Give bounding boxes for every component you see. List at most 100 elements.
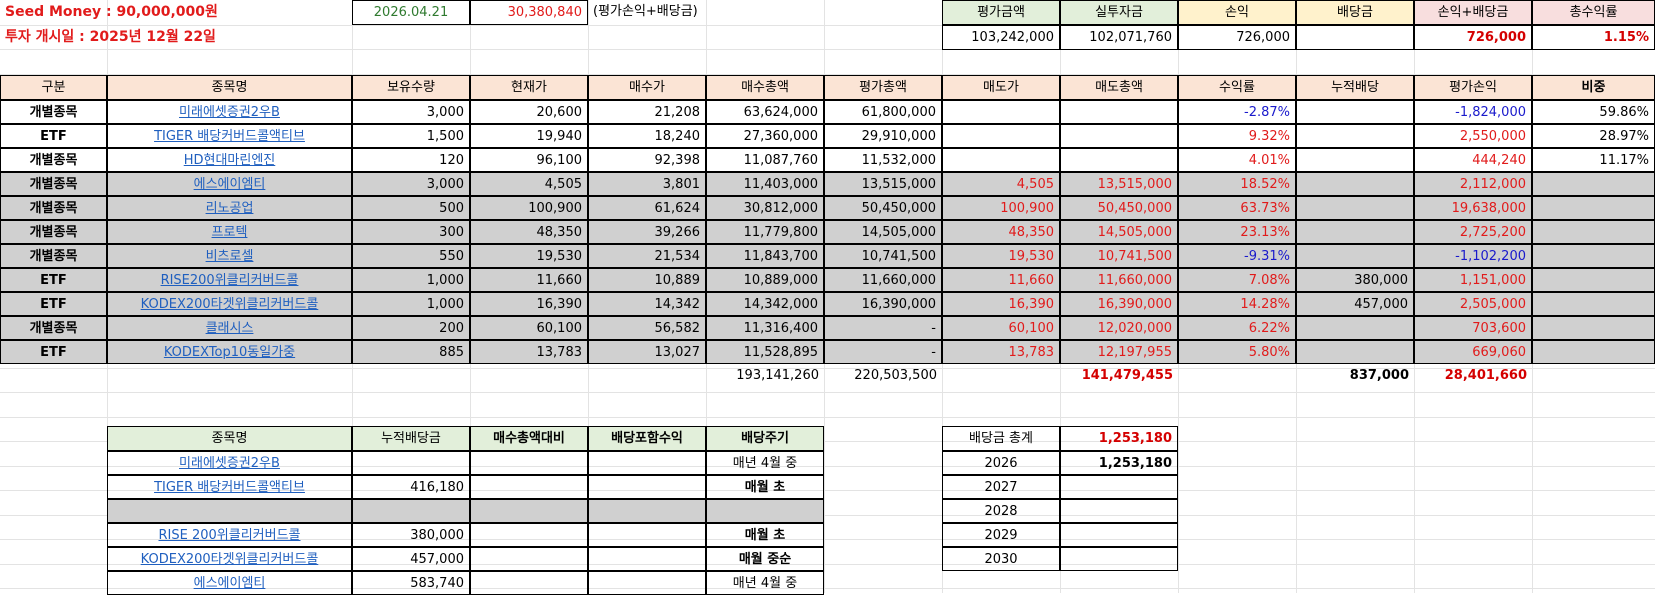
year-amount-cell[interactable]: 1,253,180 — [1060, 451, 1178, 475]
table-cell[interactable]: 2,505,000 — [1414, 292, 1532, 316]
table-cell[interactable]: -1,824,000 — [1414, 100, 1532, 124]
table-cell[interactable]: 18.52% — [1178, 172, 1296, 196]
table-cell[interactable]: 92,398 — [588, 148, 706, 172]
table-cell[interactable]: - — [824, 340, 942, 364]
table-cell[interactable]: 2,725,200 — [1414, 220, 1532, 244]
table-cell[interactable]: 380,000 — [1296, 268, 1414, 292]
table-cell[interactable]: 444,240 — [1414, 148, 1532, 172]
table-cell[interactable]: 3,000 — [352, 100, 470, 124]
table-cell[interactable]: 18,240 — [588, 124, 706, 148]
dividend-stock-cell[interactable]: RISE 200위클리커버드콜 — [107, 523, 352, 547]
table-cell[interactable] — [1296, 316, 1414, 340]
table-cell[interactable]: 27,360,000 — [706, 124, 824, 148]
table-cell[interactable]: 56,582 — [588, 316, 706, 340]
table-cell[interactable]: 50,450,000 — [1060, 196, 1178, 220]
table-cell[interactable]: 60,100 — [470, 316, 588, 340]
table-cell[interactable] — [942, 100, 1060, 124]
table-cell[interactable]: 11,403,000 — [706, 172, 824, 196]
stock-name-cell[interactable]: 에스에이엠티 — [107, 172, 352, 196]
summary-value[interactable] — [1296, 25, 1414, 50]
year-amount-cell[interactable] — [1060, 475, 1178, 499]
table-cell[interactable]: 61,800,000 — [824, 100, 942, 124]
table-cell[interactable]: 13,783 — [942, 340, 1060, 364]
stock-name-cell[interactable]: KODEXTop10동일가중 — [107, 340, 352, 364]
table-cell[interactable] — [1532, 268, 1655, 292]
summary-value[interactable]: 103,242,000 — [942, 25, 1060, 50]
table-cell[interactable]: 14,342 — [588, 292, 706, 316]
table-cell[interactable]: 11,087,760 — [706, 148, 824, 172]
table-cell[interactable]: 1,000 — [352, 268, 470, 292]
summary-value[interactable]: 1.15% — [1532, 25, 1655, 50]
table-cell[interactable]: 5.80% — [1178, 340, 1296, 364]
table-cell[interactable]: -2.87% — [1178, 100, 1296, 124]
table-cell[interactable]: 200 — [352, 316, 470, 340]
table-cell[interactable]: 10,741,500 — [1060, 244, 1178, 268]
table-cell[interactable]: 39,266 — [588, 220, 706, 244]
stock-name-cell[interactable]: 프로텍 — [107, 220, 352, 244]
dividend-cell[interactable] — [706, 499, 824, 523]
table-cell[interactable]: 29,910,000 — [824, 124, 942, 148]
table-cell[interactable]: 59.86% — [1532, 100, 1655, 124]
dividend-cell[interactable] — [588, 499, 706, 523]
dividend-cell[interactable]: 380,000 — [352, 523, 470, 547]
category-cell[interactable]: ETF — [0, 292, 107, 316]
dividend-cell[interactable] — [352, 451, 470, 475]
table-cell[interactable]: 3,000 — [352, 172, 470, 196]
table-cell[interactable] — [1532, 244, 1655, 268]
table-cell[interactable]: 12,197,955 — [1060, 340, 1178, 364]
table-cell[interactable]: 13,515,000 — [824, 172, 942, 196]
dividend-total[interactable]: 837,000 — [1349, 368, 1409, 383]
stock-link[interactable]: RISE 200위클리커버드콜 — [158, 528, 301, 543]
table-cell[interactable]: 48,350 — [470, 220, 588, 244]
dividend-stock-cell[interactable]: 미래에셋증권2우B — [107, 451, 352, 475]
table-cell[interactable]: 703,600 — [1414, 316, 1532, 340]
dividend-stock-cell[interactable]: 에스에이엠티 — [107, 571, 352, 595]
table-cell[interactable]: 21,208 — [588, 100, 706, 124]
table-cell[interactable]: 11,660,000 — [1060, 268, 1178, 292]
table-cell[interactable]: 14,505,000 — [1060, 220, 1178, 244]
stock-link[interactable]: 에스에이엠티 — [193, 576, 266, 591]
table-cell[interactable]: - — [824, 316, 942, 340]
stock-name-cell[interactable]: 리노공업 — [107, 196, 352, 220]
table-cell[interactable]: 100,900 — [942, 196, 1060, 220]
table-cell[interactable]: 13,515,000 — [1060, 172, 1178, 196]
dividend-stock-cell[interactable]: KODEX200타겟위클리커버드콜 — [107, 547, 352, 571]
dividend-cell[interactable]: 매월 초 — [706, 475, 824, 499]
category-cell[interactable]: 개별종목 — [0, 172, 107, 196]
table-cell[interactable] — [1296, 244, 1414, 268]
summary-value[interactable]: 726,000 — [1178, 25, 1296, 50]
year-amount-cell[interactable] — [1060, 523, 1178, 547]
stock-name-cell[interactable]: TIGER 배당커버드콜액티브 — [107, 124, 352, 148]
table-cell[interactable]: 550 — [352, 244, 470, 268]
table-cell[interactable]: 11,843,700 — [706, 244, 824, 268]
stock-name-cell[interactable]: HD현대마린엔진 — [107, 148, 352, 172]
table-cell[interactable]: 19,940 — [470, 124, 588, 148]
table-cell[interactable]: 457,000 — [1296, 292, 1414, 316]
table-cell[interactable]: 500 — [352, 196, 470, 220]
stock-link[interactable]: 에스에이엠티 — [193, 177, 266, 192]
dividend-cell[interactable] — [470, 475, 588, 499]
dividend-cell[interactable]: 583,740 — [352, 571, 470, 595]
stock-link[interactable]: 리노공업 — [205, 201, 254, 216]
stock-link[interactable]: KODEX200타겟위클리커버드콜 — [140, 552, 319, 567]
stock-link[interactable]: 비츠로셀 — [205, 249, 254, 264]
yearly-total[interactable]: 1,253,180 — [1060, 426, 1178, 451]
dividend-cell[interactable] — [470, 523, 588, 547]
table-cell[interactable] — [1532, 172, 1655, 196]
dividend-cell[interactable]: 매년 4월 중 — [706, 571, 824, 595]
table-cell[interactable]: 1,500 — [352, 124, 470, 148]
table-cell[interactable]: 11,528,895 — [706, 340, 824, 364]
category-cell[interactable]: 개별종목 — [0, 196, 107, 220]
table-cell[interactable]: 669,060 — [1414, 340, 1532, 364]
table-cell[interactable] — [1296, 172, 1414, 196]
sell-total[interactable]: 141,479,455 — [1081, 368, 1173, 383]
table-cell[interactable]: 4,505 — [942, 172, 1060, 196]
table-cell[interactable]: 16,390,000 — [1060, 292, 1178, 316]
stock-name-cell[interactable]: RISE200위클리커버드콜 — [107, 268, 352, 292]
stock-name-cell[interactable]: 미래에셋증권2우B — [107, 100, 352, 124]
table-cell[interactable]: 11,660 — [942, 268, 1060, 292]
table-cell[interactable] — [1296, 196, 1414, 220]
stock-name-cell[interactable]: 클래시스 — [107, 316, 352, 340]
table-cell[interactable]: 11,660,000 — [824, 268, 942, 292]
